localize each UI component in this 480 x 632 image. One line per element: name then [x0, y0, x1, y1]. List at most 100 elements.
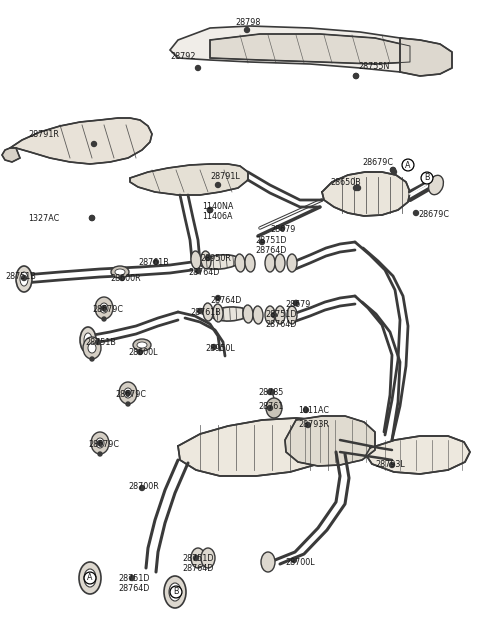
- Circle shape: [269, 389, 275, 394]
- Circle shape: [305, 423, 311, 427]
- Text: 28600L: 28600L: [128, 348, 157, 357]
- Circle shape: [97, 441, 103, 446]
- Circle shape: [244, 28, 250, 32]
- Text: 28761B: 28761B: [138, 258, 169, 267]
- Circle shape: [267, 406, 273, 411]
- Circle shape: [291, 557, 297, 562]
- Text: 28764D: 28764D: [182, 564, 214, 573]
- Text: 28764D: 28764D: [265, 320, 296, 329]
- Ellipse shape: [119, 382, 137, 404]
- Text: 28600R: 28600R: [110, 274, 141, 283]
- Ellipse shape: [287, 254, 297, 272]
- Circle shape: [140, 485, 144, 490]
- Circle shape: [205, 255, 211, 260]
- Ellipse shape: [96, 438, 104, 448]
- Ellipse shape: [203, 303, 213, 321]
- Polygon shape: [285, 416, 375, 466]
- Circle shape: [207, 207, 213, 212]
- Text: 28751B: 28751B: [5, 272, 36, 281]
- Text: 28793R: 28793R: [298, 420, 329, 429]
- Text: 28679C: 28679C: [92, 305, 123, 314]
- Ellipse shape: [169, 583, 181, 601]
- Circle shape: [293, 300, 299, 305]
- Ellipse shape: [137, 342, 147, 348]
- Ellipse shape: [84, 569, 96, 587]
- Text: 1140NA: 1140NA: [202, 202, 233, 211]
- Circle shape: [89, 216, 95, 221]
- Text: 28764D: 28764D: [188, 268, 219, 277]
- Text: 28700R: 28700R: [128, 482, 159, 491]
- Circle shape: [391, 167, 396, 173]
- Ellipse shape: [201, 548, 215, 568]
- Polygon shape: [210, 34, 410, 64]
- Ellipse shape: [211, 307, 249, 321]
- Text: 28751B: 28751B: [85, 338, 116, 347]
- Ellipse shape: [191, 251, 201, 269]
- Circle shape: [195, 269, 201, 274]
- Ellipse shape: [243, 305, 253, 323]
- Text: 28679: 28679: [285, 300, 311, 309]
- Polygon shape: [322, 172, 410, 216]
- Ellipse shape: [20, 272, 28, 286]
- Text: 1327AC: 1327AC: [28, 214, 59, 223]
- Circle shape: [279, 226, 285, 231]
- Circle shape: [207, 207, 213, 212]
- Ellipse shape: [111, 266, 129, 278]
- Circle shape: [353, 186, 359, 190]
- Ellipse shape: [275, 306, 285, 324]
- Ellipse shape: [265, 306, 275, 324]
- Text: 28785: 28785: [258, 388, 283, 397]
- Circle shape: [391, 167, 396, 173]
- Text: 1011AC: 1011AC: [298, 406, 329, 415]
- Ellipse shape: [275, 254, 285, 272]
- Circle shape: [92, 142, 96, 147]
- Text: B: B: [173, 588, 179, 597]
- Text: 28700L: 28700L: [285, 558, 314, 567]
- Ellipse shape: [200, 255, 240, 269]
- Circle shape: [216, 296, 220, 300]
- Ellipse shape: [245, 254, 255, 272]
- Ellipse shape: [253, 306, 263, 324]
- Text: 28679C: 28679C: [115, 390, 146, 399]
- Circle shape: [353, 73, 359, 78]
- Ellipse shape: [83, 337, 101, 359]
- Ellipse shape: [84, 333, 92, 347]
- Ellipse shape: [115, 269, 125, 275]
- Polygon shape: [130, 164, 248, 195]
- Circle shape: [22, 276, 26, 281]
- Ellipse shape: [235, 254, 245, 272]
- Text: B: B: [424, 174, 430, 183]
- Polygon shape: [178, 418, 340, 476]
- Text: 28755N: 28755N: [358, 62, 389, 71]
- Circle shape: [89, 216, 95, 221]
- Circle shape: [197, 308, 203, 313]
- Circle shape: [356, 186, 360, 190]
- Ellipse shape: [191, 548, 205, 568]
- Text: 28751D: 28751D: [182, 554, 214, 563]
- Circle shape: [96, 339, 100, 344]
- Circle shape: [120, 276, 124, 281]
- Circle shape: [293, 300, 299, 305]
- Text: 28764D: 28764D: [255, 246, 287, 255]
- Circle shape: [272, 312, 276, 317]
- Circle shape: [130, 576, 134, 581]
- Ellipse shape: [287, 306, 297, 324]
- Ellipse shape: [100, 303, 108, 313]
- Text: 11406A: 11406A: [202, 212, 232, 221]
- Text: 28950L: 28950L: [205, 344, 235, 353]
- Text: 28764D: 28764D: [118, 584, 149, 593]
- Text: 28761B: 28761B: [190, 308, 221, 317]
- Ellipse shape: [261, 552, 275, 572]
- Text: 28761: 28761: [258, 402, 283, 411]
- Ellipse shape: [95, 297, 113, 319]
- Text: 28650B: 28650B: [330, 178, 361, 187]
- Polygon shape: [2, 148, 20, 162]
- Circle shape: [392, 169, 396, 174]
- Circle shape: [172, 589, 178, 595]
- Text: 28679: 28679: [270, 225, 295, 234]
- Circle shape: [101, 305, 107, 310]
- Circle shape: [279, 226, 285, 231]
- Ellipse shape: [429, 175, 444, 195]
- Text: 28950R: 28950R: [200, 254, 231, 263]
- Ellipse shape: [79, 562, 101, 594]
